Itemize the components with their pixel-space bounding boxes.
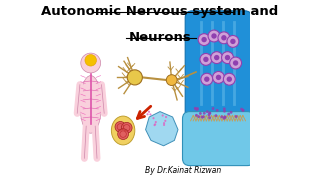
Circle shape bbox=[148, 111, 150, 113]
Circle shape bbox=[165, 116, 167, 118]
Circle shape bbox=[118, 129, 129, 140]
Circle shape bbox=[127, 70, 142, 85]
Circle shape bbox=[154, 124, 156, 126]
Circle shape bbox=[240, 108, 243, 111]
Circle shape bbox=[227, 76, 232, 82]
Circle shape bbox=[220, 115, 223, 118]
Circle shape bbox=[197, 115, 200, 118]
Circle shape bbox=[214, 114, 217, 117]
Text: By Dr.Kainat Rizwan: By Dr.Kainat Rizwan bbox=[145, 166, 221, 175]
Circle shape bbox=[200, 53, 212, 65]
Circle shape bbox=[166, 75, 177, 86]
Circle shape bbox=[202, 115, 205, 118]
Circle shape bbox=[235, 115, 237, 118]
Circle shape bbox=[218, 32, 230, 44]
Circle shape bbox=[233, 60, 238, 66]
Circle shape bbox=[208, 112, 211, 115]
Circle shape bbox=[149, 113, 152, 116]
Circle shape bbox=[195, 107, 197, 110]
Circle shape bbox=[223, 117, 226, 120]
Circle shape bbox=[196, 108, 199, 111]
Circle shape bbox=[223, 116, 226, 118]
Circle shape bbox=[211, 33, 217, 39]
Circle shape bbox=[201, 73, 213, 85]
Circle shape bbox=[204, 76, 210, 82]
Circle shape bbox=[221, 52, 234, 64]
Polygon shape bbox=[146, 112, 178, 146]
Circle shape bbox=[207, 113, 210, 116]
Circle shape bbox=[195, 114, 198, 117]
Circle shape bbox=[224, 116, 227, 119]
Circle shape bbox=[216, 109, 219, 112]
Ellipse shape bbox=[80, 76, 101, 133]
FancyBboxPatch shape bbox=[182, 112, 254, 166]
Circle shape bbox=[81, 53, 100, 73]
Circle shape bbox=[147, 113, 148, 115]
Circle shape bbox=[227, 35, 239, 47]
Circle shape bbox=[212, 107, 214, 110]
Circle shape bbox=[155, 121, 157, 123]
Circle shape bbox=[163, 122, 165, 124]
Circle shape bbox=[214, 55, 220, 60]
Circle shape bbox=[223, 110, 226, 113]
Circle shape bbox=[85, 55, 96, 66]
Circle shape bbox=[230, 111, 233, 114]
Circle shape bbox=[208, 30, 220, 42]
Circle shape bbox=[230, 57, 242, 69]
Circle shape bbox=[216, 75, 221, 80]
Circle shape bbox=[121, 122, 132, 133]
Circle shape bbox=[211, 52, 223, 64]
Circle shape bbox=[241, 109, 244, 111]
Circle shape bbox=[223, 73, 235, 85]
Circle shape bbox=[115, 122, 126, 132]
Circle shape bbox=[194, 107, 197, 110]
Circle shape bbox=[212, 71, 224, 83]
Circle shape bbox=[201, 37, 207, 42]
Circle shape bbox=[163, 124, 165, 126]
Circle shape bbox=[221, 35, 227, 40]
Circle shape bbox=[227, 113, 230, 116]
Circle shape bbox=[196, 107, 199, 110]
FancyBboxPatch shape bbox=[185, 11, 252, 119]
Circle shape bbox=[242, 109, 244, 112]
Circle shape bbox=[164, 120, 166, 122]
Circle shape bbox=[199, 112, 202, 115]
Circle shape bbox=[203, 57, 209, 62]
Ellipse shape bbox=[111, 116, 135, 145]
Circle shape bbox=[208, 112, 211, 115]
Circle shape bbox=[203, 112, 206, 115]
Circle shape bbox=[201, 116, 204, 119]
Circle shape bbox=[198, 34, 210, 46]
Text: Neurons: Neurons bbox=[129, 31, 191, 44]
Circle shape bbox=[152, 117, 155, 119]
Circle shape bbox=[162, 114, 164, 117]
Circle shape bbox=[208, 116, 211, 119]
Circle shape bbox=[206, 110, 209, 113]
Circle shape bbox=[230, 39, 236, 44]
Circle shape bbox=[223, 107, 226, 110]
Circle shape bbox=[225, 55, 230, 60]
Circle shape bbox=[154, 123, 156, 125]
Text: Autonomic Nervous system and: Autonomic Nervous system and bbox=[41, 5, 279, 18]
